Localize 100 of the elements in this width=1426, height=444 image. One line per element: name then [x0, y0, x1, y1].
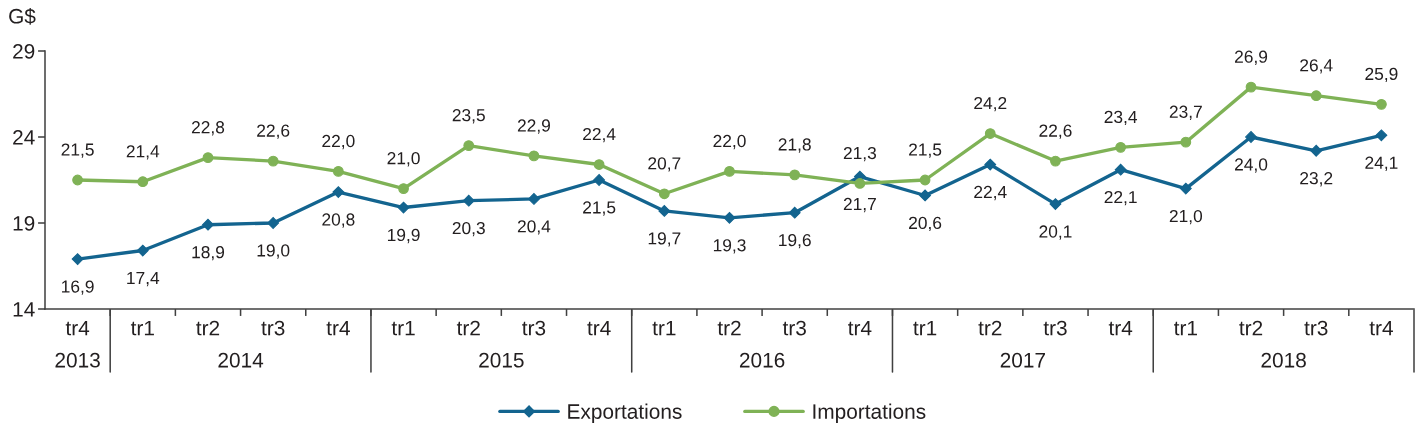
- data-label: 20,8: [322, 213, 355, 228]
- legend-label: Importations: [813, 403, 926, 424]
- point: [1310, 144, 1323, 157]
- data-label: 23,4: [1104, 110, 1138, 126]
- data-label: 23,2: [1300, 172, 1333, 187]
- data-label: 19,3: [713, 239, 746, 254]
- point: [136, 244, 149, 257]
- point: [1049, 198, 1062, 210]
- point: [137, 176, 149, 188]
- x-tick-label: tr3: [522, 320, 546, 336]
- data-label: 18,9: [192, 246, 225, 261]
- x-tick-label: tr3: [1043, 320, 1067, 336]
- data-label: 25,9: [1365, 67, 1398, 83]
- data-label: 22,9: [517, 119, 550, 134]
- point: [332, 166, 344, 177]
- point: [462, 194, 475, 207]
- data-label: 22,6: [1039, 124, 1072, 139]
- point: [723, 211, 736, 224]
- point: [1115, 141, 1127, 153]
- point: [1245, 81, 1257, 93]
- y-tick-label: 14: [13, 302, 35, 317]
- data-label: 17,4: [127, 271, 160, 287]
- point: [593, 174, 606, 186]
- x-tick-label: tr2: [196, 320, 220, 336]
- point: [202, 152, 214, 164]
- data-label: 24,1: [1365, 156, 1398, 171]
- data-label: 16,9: [62, 280, 94, 295]
- point: [724, 166, 735, 177]
- data-label: 22,1: [1104, 190, 1137, 206]
- data-label: 22,4: [583, 127, 616, 143]
- point: [984, 158, 997, 171]
- point: [1245, 131, 1257, 143]
- x-tick-label: tr4: [587, 320, 611, 336]
- data-label: 23,5: [452, 109, 485, 124]
- x-tick-label: tr2: [456, 320, 480, 336]
- data-label: 21,5: [61, 143, 94, 158]
- data-label: 21,5: [909, 143, 942, 158]
- point: [1179, 182, 1192, 195]
- data-label: 21,4: [126, 145, 160, 160]
- point: [528, 150, 540, 162]
- point: [1310, 90, 1322, 102]
- point: [71, 253, 84, 266]
- point: [332, 186, 345, 198]
- point: [463, 140, 475, 151]
- data-label: 20,1: [1039, 225, 1072, 240]
- data-label: 20,6: [909, 216, 942, 232]
- x-tick-label: tr4: [65, 320, 90, 336]
- data-label: 20,3: [452, 221, 485, 237]
- data-label: 19,7: [648, 232, 681, 247]
- x-tick-label: tr1: [913, 320, 937, 336]
- x-tick-label: tr1: [1173, 320, 1197, 336]
- point: [398, 183, 409, 194]
- x-tick-label: tr3: [261, 320, 285, 336]
- y-axis-title: G$: [9, 7, 36, 25]
- point: [919, 189, 931, 202]
- data-label: 24,2: [974, 97, 1007, 112]
- x-tick-label: tr2: [717, 320, 741, 336]
- x-tick-label: tr1: [391, 320, 415, 336]
- data-label: 19,6: [779, 233, 811, 249]
- x-tick-label: tr1: [652, 320, 676, 336]
- point: [593, 159, 605, 170]
- data-label: 21,7: [843, 197, 876, 213]
- point: [854, 178, 866, 189]
- data-label: 22,0: [322, 134, 355, 150]
- x-tick-label: tr2: [1239, 320, 1263, 336]
- text: 2013: [55, 352, 100, 368]
- x-tick-label: tr4: [326, 320, 350, 336]
- point: [1180, 136, 1192, 148]
- point: [528, 193, 540, 205]
- data-label: 26,9: [1235, 50, 1268, 65]
- point: [919, 174, 931, 186]
- point: [658, 205, 671, 217]
- data-label: 20,4: [517, 220, 551, 235]
- data-label: 21,8: [778, 138, 811, 153]
- text: 2018: [1261, 352, 1306, 368]
- point: [984, 128, 996, 139]
- data-label: 19,0: [257, 244, 290, 259]
- point: [1114, 163, 1127, 176]
- data-label: 22,8: [191, 121, 225, 136]
- point: [267, 155, 279, 167]
- point: [789, 169, 801, 181]
- x-tick-label: tr3: [782, 320, 806, 336]
- point: [202, 218, 214, 231]
- x-tick-label: tr2: [978, 320, 1002, 336]
- data-label: 20,7: [648, 157, 681, 172]
- point: [72, 174, 83, 186]
- data-label: 19,9: [387, 228, 420, 244]
- data-label: 21,5: [583, 201, 616, 216]
- data-label: 22,0: [713, 134, 746, 150]
- x-tick-label: tr4: [848, 320, 872, 336]
- y-tick-label: 19: [13, 216, 35, 231]
- data-label: 22,4: [974, 185, 1007, 201]
- text: 2016: [739, 352, 785, 368]
- x-tick-label: tr4: [1108, 320, 1133, 336]
- data-label: 24,0: [1235, 158, 1268, 173]
- data-label: 22,6: [257, 124, 290, 139]
- point: [1376, 98, 1387, 110]
- point: [658, 188, 670, 200]
- data-label: 21,0: [387, 152, 420, 167]
- point: [1375, 129, 1388, 142]
